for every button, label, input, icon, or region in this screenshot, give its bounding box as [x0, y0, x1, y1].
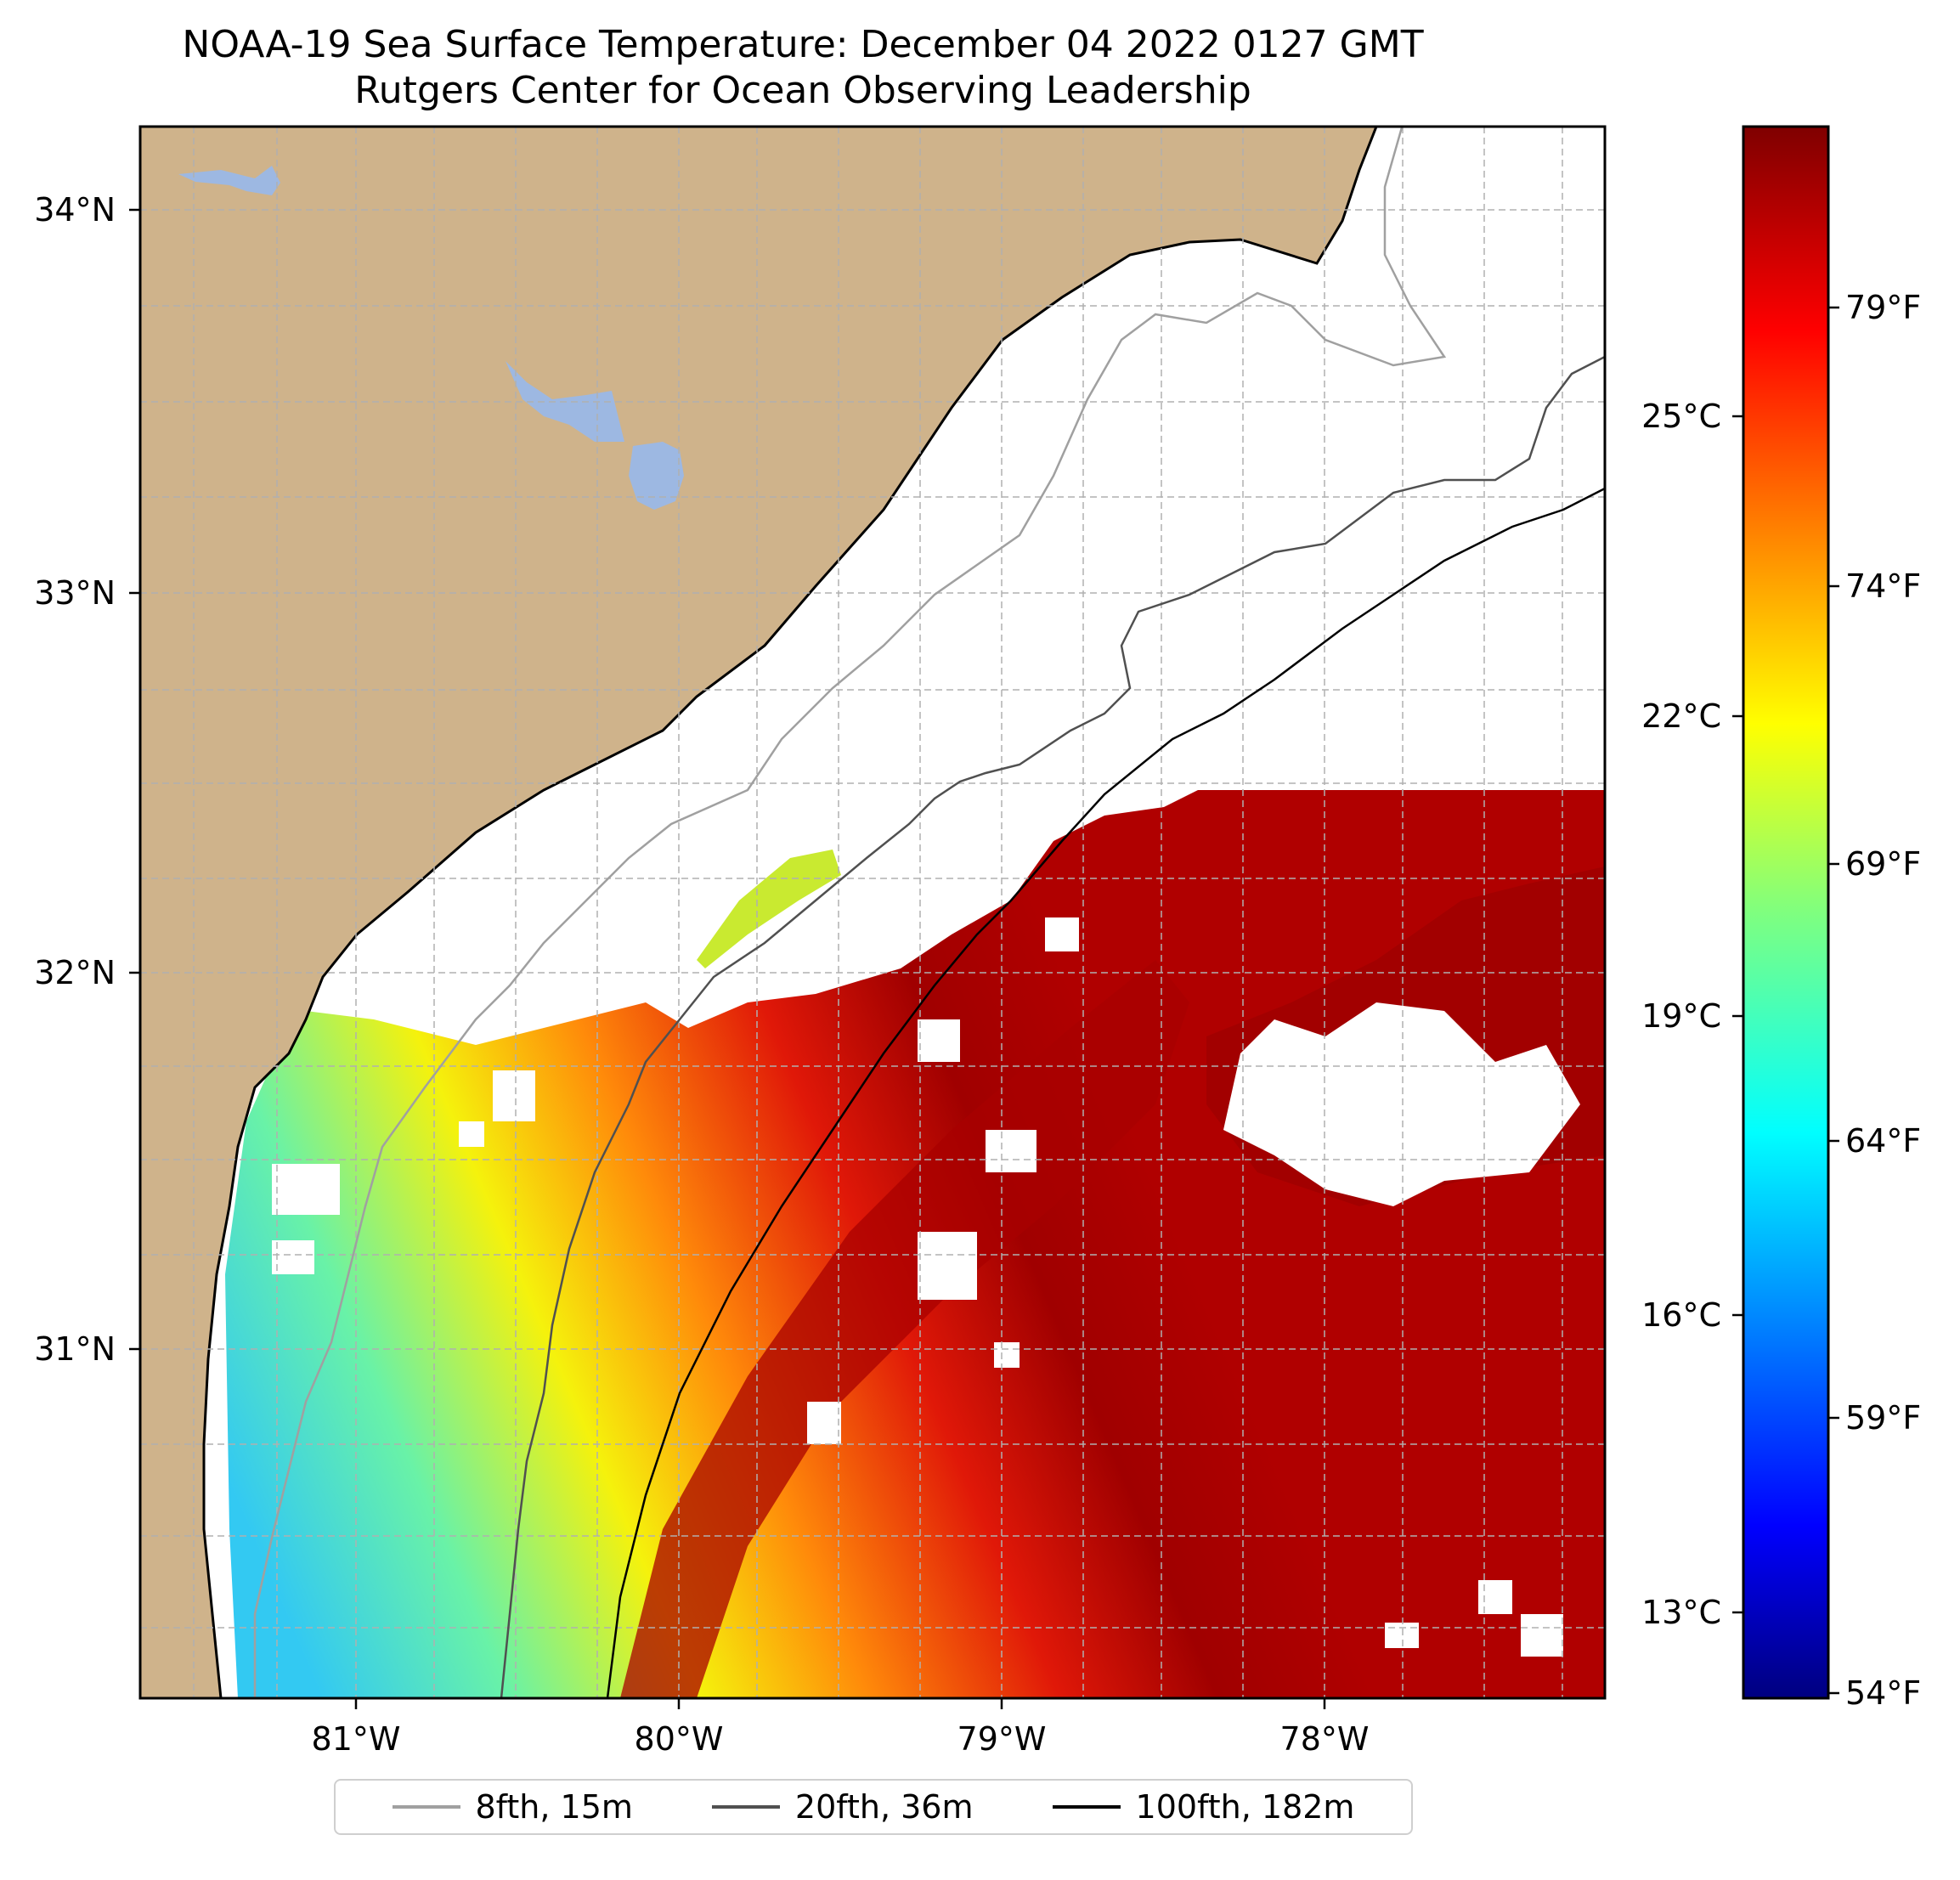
gridlines [140, 127, 1605, 1698]
legend-label: 8fth, 15m [475, 1788, 633, 1826]
celsius-tick-label: 19°C [1641, 997, 1721, 1035]
sst-cool-patch [697, 850, 841, 968]
fahrenheit-tick-label: 74°F [1845, 567, 1921, 605]
lat-tick-label: 32°N [34, 954, 116, 991]
map-frame [138, 125, 1607, 1700]
contour-8fth [253, 127, 1447, 1698]
lon-tick-label: 80°W [635, 1720, 724, 1758]
fahrenheit-tick-labels: 79°F 74°F 69°F 64°F 59°F 54°F [1845, 289, 1921, 1712]
legend-label: 20fth, 36m [794, 1788, 974, 1826]
lat-tick-label: 33°N [34, 574, 116, 612]
contour-100fth [606, 487, 1605, 1698]
celsius-tick-labels: 25°C 22°C 19°C 16°C 13°C [1641, 398, 1721, 1631]
fahrenheit-tick-label: 59°F [1845, 1399, 1921, 1437]
legend-item: 100fth, 182m [1052, 1788, 1355, 1826]
colorbar [1742, 125, 1830, 1700]
lat-tick-label: 34°N [34, 191, 116, 229]
legend-item: 20fth, 36m [711, 1788, 974, 1826]
legend-line-20fth [711, 1805, 780, 1809]
contour-20fth [500, 355, 1605, 1698]
fahrenheit-tick-label: 69°F [1845, 845, 1921, 883]
cloud-gaps [272, 917, 1580, 1657]
celsius-tick-label: 13°C [1641, 1594, 1721, 1631]
lon-tick-label: 79°W [957, 1720, 1047, 1758]
legend-line-100fth [1052, 1805, 1121, 1809]
lat-tick-labels: 34°N 33°N 32°N 31°N [34, 191, 116, 1368]
lat-tick-label: 31°N [34, 1330, 116, 1368]
celsius-tick-label: 22°C [1641, 697, 1721, 735]
lon-tick-labels: 81°W 80°W 79°W 78°W [312, 1720, 1370, 1758]
map-subtitle: Rutgers Center for Ocean Observing Leade… [354, 69, 1251, 112]
legend-line-8fth [392, 1805, 460, 1809]
legend-label: 100fth, 182m [1135, 1788, 1355, 1826]
colorbar-tick-marks [1732, 306, 1839, 1695]
land-mass [140, 127, 1378, 1698]
lon-tick-label: 78°W [1280, 1720, 1370, 1758]
map-tick-marks [129, 208, 1326, 1709]
fahrenheit-tick-label: 79°F [1845, 289, 1921, 326]
legend-item: 8fth, 15m [392, 1788, 633, 1826]
fahrenheit-tick-label: 54°F [1845, 1674, 1921, 1712]
legend: 8fth, 15m 20fth, 36m 100fth, 182m [334, 1779, 1413, 1835]
map-title: NOAA-19 Sea Surface Temperature: Decembe… [182, 23, 1424, 66]
celsius-tick-label: 25°C [1641, 398, 1721, 435]
sst-warm-core [620, 960, 1189, 1698]
fahrenheit-tick-label: 64°F [1845, 1122, 1921, 1160]
celsius-tick-label: 16°C [1641, 1296, 1721, 1334]
lon-tick-label: 81°W [312, 1720, 401, 1758]
